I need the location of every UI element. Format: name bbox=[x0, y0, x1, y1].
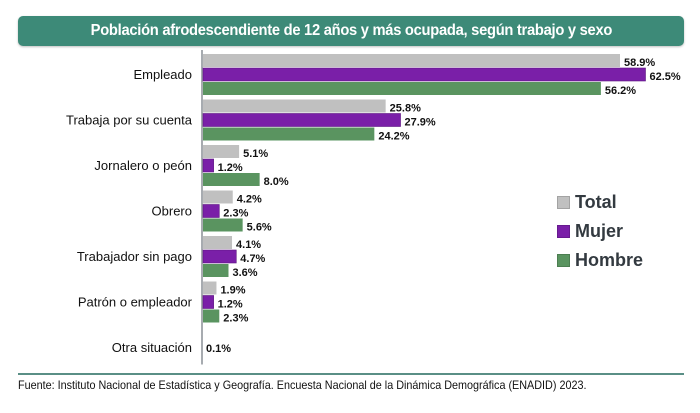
value-label: 4.1% bbox=[236, 239, 261, 251]
legend-item-mujer: Mujer bbox=[557, 217, 643, 246]
legend-label: Total bbox=[575, 192, 617, 212]
value-label: 2.3% bbox=[223, 208, 248, 220]
category-label: Otra situación bbox=[112, 340, 192, 355]
bar-total bbox=[203, 236, 233, 249]
value-label: 1.9% bbox=[220, 285, 245, 297]
legend-swatch bbox=[557, 254, 570, 267]
bar-hombre bbox=[203, 218, 243, 232]
value-label: 27.9% bbox=[405, 117, 436, 129]
legend-swatch bbox=[557, 225, 570, 238]
value-label: 8.0% bbox=[264, 176, 289, 188]
value-label: 4.7% bbox=[240, 253, 265, 265]
legend-label: Hombre bbox=[575, 250, 644, 270]
bar-mujer bbox=[202, 249, 237, 264]
bar-total bbox=[203, 281, 217, 295]
bar-total bbox=[203, 54, 620, 67]
chart-title-banner: Población afrodescendiente de 12 años y … bbox=[18, 16, 684, 46]
value-label: 0.1% bbox=[206, 343, 231, 355]
value-label: 4.2% bbox=[237, 194, 262, 206]
legend-label: Mujer bbox=[575, 221, 624, 241]
bar-mujer bbox=[202, 67, 646, 82]
bar-hombre bbox=[203, 264, 229, 277]
value-label: 1.2% bbox=[218, 162, 243, 174]
value-label: 5.1% bbox=[243, 148, 268, 160]
value-label: 3.6% bbox=[232, 267, 257, 279]
value-label: 62.5% bbox=[649, 71, 680, 83]
category-label: Patrón o empleador bbox=[78, 295, 193, 310]
legend-item-hombre: Hombre bbox=[557, 246, 643, 275]
category-label: Empleado bbox=[133, 67, 192, 82]
value-label: 56.2% bbox=[605, 85, 636, 97]
category-label: Trabajador sin pago bbox=[77, 249, 192, 264]
footer-divider bbox=[18, 373, 684, 375]
bar-total bbox=[203, 190, 233, 204]
bar-total bbox=[203, 99, 386, 113]
source-note: Fuente: Instituto Nacional de Estadístic… bbox=[18, 378, 587, 392]
category-label: Obrero bbox=[152, 204, 192, 219]
value-label: 5.6% bbox=[247, 222, 272, 234]
bar-hombre bbox=[203, 127, 375, 141]
bar-total bbox=[203, 145, 240, 158]
legend: Total Mujer Hombre bbox=[557, 188, 643, 275]
bar-mujer bbox=[202, 295, 214, 309]
bar-chart: Empleado 58.9% 62.5% 56.2% Trabaja por su cu… bbox=[66, 50, 681, 365]
legend-swatch bbox=[557, 196, 570, 209]
legend-item-total: Total bbox=[557, 188, 643, 217]
value-label: 24.2% bbox=[378, 131, 409, 143]
category-label: Trabaja por su cuenta bbox=[66, 113, 193, 128]
category-label: Jornalero o peón bbox=[94, 158, 192, 173]
value-label: 1.2% bbox=[218, 299, 243, 311]
bar-mujer bbox=[202, 158, 214, 173]
value-label: 2.3% bbox=[223, 313, 248, 325]
bar-hombre bbox=[203, 82, 601, 95]
bar-hombre bbox=[203, 309, 220, 323]
bar-mujer bbox=[202, 204, 220, 218]
value-label: 25.8% bbox=[390, 103, 421, 115]
chart-title: Población afrodescendiente de 12 años y … bbox=[90, 22, 612, 39]
bar-hombre bbox=[203, 173, 260, 186]
value-label: 58.9% bbox=[624, 57, 655, 69]
bar-mujer bbox=[202, 113, 401, 127]
